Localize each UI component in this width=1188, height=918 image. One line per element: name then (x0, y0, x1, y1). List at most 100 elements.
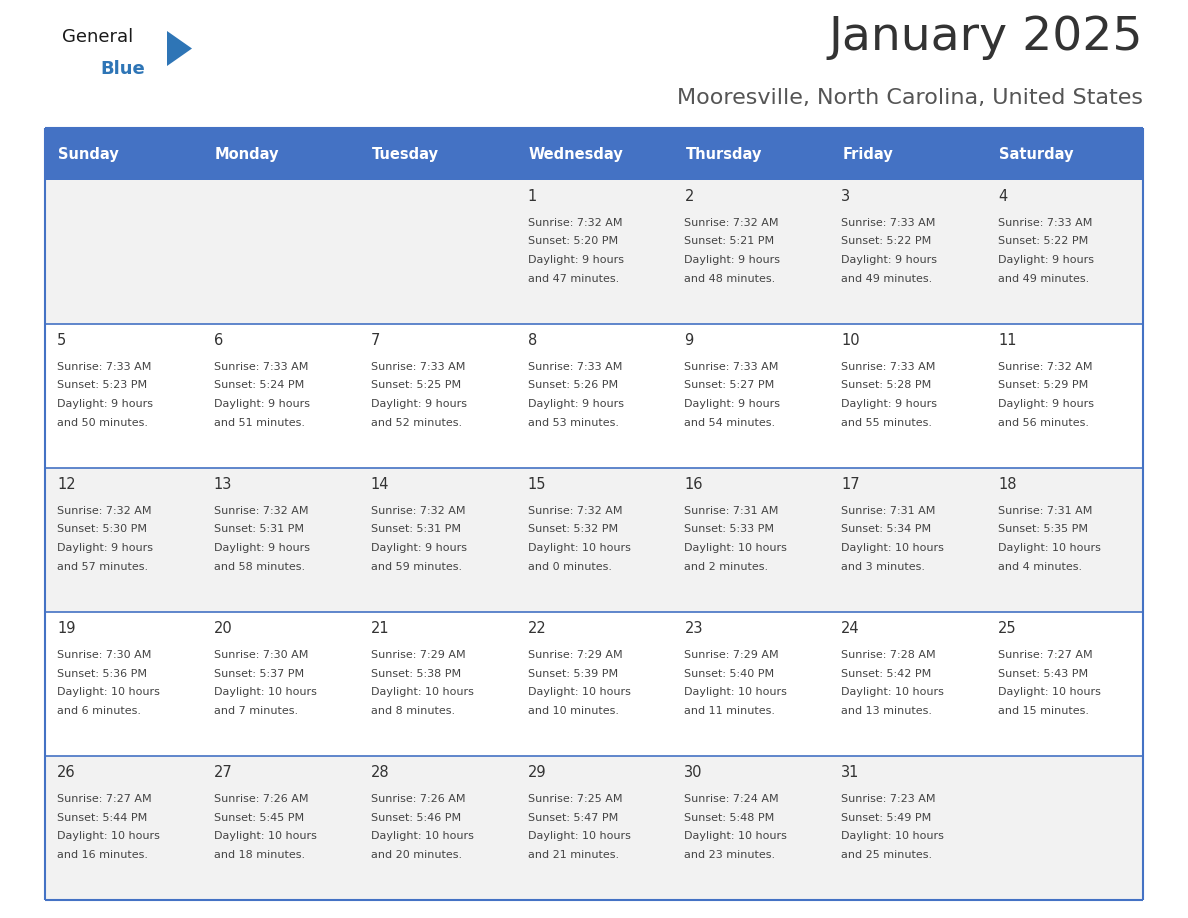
Text: and 7 minutes.: and 7 minutes. (214, 706, 298, 715)
Text: Sunset: 5:27 PM: Sunset: 5:27 PM (684, 380, 775, 390)
Text: and 50 minutes.: and 50 minutes. (57, 418, 148, 428)
Text: Sunrise: 7:32 AM: Sunrise: 7:32 AM (998, 362, 1093, 372)
Text: and 6 minutes.: and 6 minutes. (57, 706, 141, 715)
Text: Sunrise: 7:29 AM: Sunrise: 7:29 AM (527, 650, 623, 660)
Text: 17: 17 (841, 477, 860, 492)
Text: and 11 minutes.: and 11 minutes. (684, 706, 776, 715)
Text: and 59 minutes.: and 59 minutes. (371, 562, 462, 572)
Bar (45, 612, 202, 756)
Text: Sunrise: 7:32 AM: Sunrise: 7:32 AM (684, 218, 779, 228)
Bar (516, 756, 672, 900)
Bar (359, 756, 516, 900)
Text: Daylight: 9 hours: Daylight: 9 hours (998, 399, 1094, 409)
Text: Sunset: 5:42 PM: Sunset: 5:42 PM (841, 668, 931, 678)
Text: Sunrise: 7:29 AM: Sunrise: 7:29 AM (684, 650, 779, 660)
Text: Sunset: 5:49 PM: Sunset: 5:49 PM (841, 812, 931, 823)
Text: 1: 1 (527, 189, 537, 204)
Bar (672, 128, 829, 180)
Text: and 20 minutes.: and 20 minutes. (371, 849, 462, 859)
Text: Sunset: 5:34 PM: Sunset: 5:34 PM (841, 524, 931, 534)
Text: Daylight: 10 hours: Daylight: 10 hours (998, 543, 1101, 553)
Text: 30: 30 (684, 765, 703, 780)
Text: and 51 minutes.: and 51 minutes. (214, 418, 305, 428)
Text: 11: 11 (998, 333, 1017, 348)
Text: Daylight: 10 hours: Daylight: 10 hours (214, 687, 317, 697)
Bar (829, 468, 986, 612)
Text: Daylight: 9 hours: Daylight: 9 hours (998, 255, 1094, 265)
Text: Daylight: 10 hours: Daylight: 10 hours (57, 831, 160, 841)
Text: Sunset: 5:31 PM: Sunset: 5:31 PM (214, 524, 304, 534)
Text: Daylight: 9 hours: Daylight: 9 hours (214, 543, 310, 553)
Text: Sunset: 5:22 PM: Sunset: 5:22 PM (841, 237, 931, 247)
Text: Sunrise: 7:28 AM: Sunrise: 7:28 AM (841, 650, 936, 660)
Bar (986, 128, 1143, 180)
Text: Sunset: 5:47 PM: Sunset: 5:47 PM (527, 812, 618, 823)
Text: and 58 minutes.: and 58 minutes. (214, 562, 305, 572)
Bar (829, 128, 986, 180)
Text: Daylight: 10 hours: Daylight: 10 hours (527, 543, 631, 553)
Text: Sunset: 5:28 PM: Sunset: 5:28 PM (841, 380, 931, 390)
Bar (359, 468, 516, 612)
Text: Daylight: 9 hours: Daylight: 9 hours (371, 399, 467, 409)
Text: 27: 27 (214, 765, 233, 780)
Text: Sunrise: 7:32 AM: Sunrise: 7:32 AM (371, 506, 466, 516)
Text: 25: 25 (998, 621, 1017, 636)
Bar (359, 324, 516, 468)
Bar (202, 180, 359, 324)
Text: Sunset: 5:39 PM: Sunset: 5:39 PM (527, 668, 618, 678)
Text: Sunrise: 7:33 AM: Sunrise: 7:33 AM (841, 362, 936, 372)
Text: Daylight: 10 hours: Daylight: 10 hours (527, 687, 631, 697)
Text: Daylight: 10 hours: Daylight: 10 hours (57, 687, 160, 697)
Text: Sunrise: 7:33 AM: Sunrise: 7:33 AM (998, 218, 1093, 228)
Text: Sunrise: 7:32 AM: Sunrise: 7:32 AM (527, 506, 623, 516)
Text: Sunset: 5:29 PM: Sunset: 5:29 PM (998, 380, 1088, 390)
Bar (202, 612, 359, 756)
Text: Sunset: 5:45 PM: Sunset: 5:45 PM (214, 812, 304, 823)
Text: January 2025: January 2025 (828, 15, 1143, 60)
Text: and 18 minutes.: and 18 minutes. (214, 849, 305, 859)
Bar (829, 612, 986, 756)
Text: Sunrise: 7:31 AM: Sunrise: 7:31 AM (998, 506, 1093, 516)
Bar (516, 324, 672, 468)
Text: Sunrise: 7:32 AM: Sunrise: 7:32 AM (527, 218, 623, 228)
Text: 4: 4 (998, 189, 1007, 204)
Text: and 0 minutes.: and 0 minutes. (527, 562, 612, 572)
Text: 20: 20 (214, 621, 233, 636)
Text: Sunrise: 7:32 AM: Sunrise: 7:32 AM (57, 506, 152, 516)
Text: Sunrise: 7:30 AM: Sunrise: 7:30 AM (214, 650, 308, 660)
Text: Mooresville, North Carolina, United States: Mooresville, North Carolina, United Stat… (677, 88, 1143, 108)
Text: Sunset: 5:46 PM: Sunset: 5:46 PM (371, 812, 461, 823)
Bar (516, 468, 672, 612)
Text: and 55 minutes.: and 55 minutes. (841, 418, 933, 428)
Text: 31: 31 (841, 765, 860, 780)
Text: Wednesday: Wednesday (529, 147, 624, 162)
Bar (202, 468, 359, 612)
Text: 24: 24 (841, 621, 860, 636)
Text: Sunset: 5:31 PM: Sunset: 5:31 PM (371, 524, 461, 534)
Text: General: General (62, 28, 133, 46)
Bar (829, 756, 986, 900)
Text: Daylight: 10 hours: Daylight: 10 hours (527, 831, 631, 841)
Text: and 53 minutes.: and 53 minutes. (527, 418, 619, 428)
Text: Sunrise: 7:27 AM: Sunrise: 7:27 AM (998, 650, 1093, 660)
Bar (45, 180, 202, 324)
Text: 12: 12 (57, 477, 76, 492)
Bar (359, 612, 516, 756)
Text: Daylight: 9 hours: Daylight: 9 hours (527, 255, 624, 265)
Text: 21: 21 (371, 621, 390, 636)
Text: Sunrise: 7:31 AM: Sunrise: 7:31 AM (841, 506, 936, 516)
Text: Sunset: 5:20 PM: Sunset: 5:20 PM (527, 237, 618, 247)
Text: Daylight: 9 hours: Daylight: 9 hours (214, 399, 310, 409)
Text: Sunset: 5:26 PM: Sunset: 5:26 PM (527, 380, 618, 390)
Text: Sunset: 5:22 PM: Sunset: 5:22 PM (998, 237, 1088, 247)
Bar (986, 468, 1143, 612)
Text: Sunrise: 7:30 AM: Sunrise: 7:30 AM (57, 650, 151, 660)
Bar (202, 756, 359, 900)
Text: and 4 minutes.: and 4 minutes. (998, 562, 1082, 572)
Text: and 13 minutes.: and 13 minutes. (841, 706, 933, 715)
Text: 28: 28 (371, 765, 390, 780)
Text: and 23 minutes.: and 23 minutes. (684, 849, 776, 859)
Text: and 15 minutes.: and 15 minutes. (998, 706, 1089, 715)
Bar (202, 324, 359, 468)
Bar (986, 612, 1143, 756)
